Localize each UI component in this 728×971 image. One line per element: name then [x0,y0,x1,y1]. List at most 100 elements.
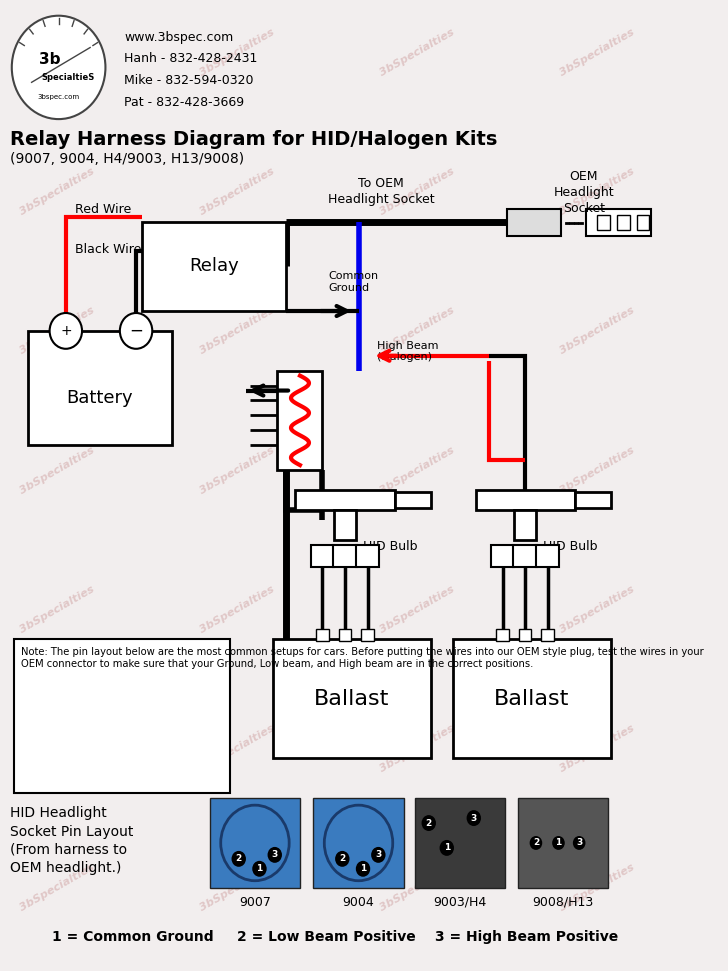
FancyBboxPatch shape [586,209,652,236]
FancyBboxPatch shape [356,545,379,566]
Text: 2 = Low Beam Positive: 2 = Low Beam Positive [237,930,416,945]
Text: 3bSpecialties: 3bSpecialties [198,445,276,495]
Text: Note: The pin layout below are the most common setups for cars. Before putting t: Note: The pin layout below are the most … [21,647,703,669]
Circle shape [335,851,349,867]
Text: −: − [129,322,143,340]
Text: 1: 1 [443,844,450,853]
FancyBboxPatch shape [453,639,611,758]
Text: 3bSpecialties: 3bSpecialties [198,862,276,913]
FancyBboxPatch shape [617,215,630,230]
Circle shape [552,836,565,850]
Text: 3bspec.com: 3bspec.com [38,94,79,100]
FancyBboxPatch shape [637,215,649,230]
Text: Mike - 832-594-0320: Mike - 832-594-0320 [124,75,254,87]
Circle shape [422,815,436,831]
Text: Battery: Battery [67,389,133,407]
FancyBboxPatch shape [339,629,352,641]
Text: www.3bspec.com: www.3bspec.com [124,31,234,44]
Text: 9003/H4: 9003/H4 [434,895,487,909]
Circle shape [371,847,386,863]
Text: High Beam
(Halogen): High Beam (Halogen) [376,341,438,362]
Text: 3bSpecialties: 3bSpecialties [558,166,636,218]
Text: 3 = High Beam Positive: 3 = High Beam Positive [435,930,618,945]
Text: 3bSpecialties: 3bSpecialties [378,27,456,78]
Text: (9007, 9004, H4/9003, H13/9008): (9007, 9004, H4/9003, H13/9008) [10,151,244,166]
Text: 3bSpecialties: 3bSpecialties [558,723,636,774]
FancyBboxPatch shape [143,221,287,311]
Circle shape [573,836,585,850]
FancyBboxPatch shape [542,629,554,641]
FancyBboxPatch shape [14,639,230,793]
Text: HID Headlight
Socket Pin Layout
(From harness to
OEM headlight.): HID Headlight Socket Pin Layout (From ha… [10,806,133,875]
Text: 3bSpecialties: 3bSpecialties [198,306,276,356]
FancyBboxPatch shape [296,490,395,510]
FancyBboxPatch shape [314,798,403,887]
FancyBboxPatch shape [395,492,430,508]
Circle shape [268,847,282,863]
Text: Ballast: Ballast [314,688,389,709]
FancyBboxPatch shape [519,629,531,641]
Text: Hanh - 832-428-2431: Hanh - 832-428-2431 [124,52,258,65]
Circle shape [530,836,542,850]
Text: HID Bulb: HID Bulb [363,540,418,552]
FancyBboxPatch shape [316,629,329,641]
Text: 3bSpecialties: 3bSpecialties [558,27,636,78]
FancyBboxPatch shape [536,545,559,566]
Circle shape [252,861,266,877]
Text: 3bSpecialties: 3bSpecialties [558,445,636,495]
FancyBboxPatch shape [496,629,509,641]
FancyBboxPatch shape [514,510,536,540]
Text: 3bSpecialties: 3bSpecialties [198,723,276,774]
Text: 3bSpecialties: 3bSpecialties [378,723,456,774]
Circle shape [12,16,106,119]
Text: 3: 3 [272,851,278,859]
Text: +: + [60,324,71,338]
Text: Common
Ground: Common Ground [329,271,379,293]
Text: 1 = Common Ground: 1 = Common Ground [52,930,214,945]
Text: 3bSpecialties: 3bSpecialties [17,166,96,218]
Text: 3: 3 [576,838,582,848]
Text: 3b: 3b [39,52,60,67]
Text: Relay Harness Diagram for HID/Halogen Kits: Relay Harness Diagram for HID/Halogen Ki… [10,130,497,149]
Text: 9008/H13: 9008/H13 [532,895,593,909]
Text: 3bSpecialties: 3bSpecialties [558,306,636,356]
Text: 3bSpecialties: 3bSpecialties [198,584,276,635]
Text: 1: 1 [360,864,366,873]
Text: 9004: 9004 [343,895,374,909]
FancyBboxPatch shape [475,490,574,510]
Text: Red Wire: Red Wire [75,203,131,217]
Text: 3bSpecialties: 3bSpecialties [378,862,456,913]
Text: 3bSpecialties: 3bSpecialties [17,306,96,356]
Text: 3bSpecialties: 3bSpecialties [378,166,456,218]
Circle shape [440,840,454,855]
FancyBboxPatch shape [491,545,514,566]
Circle shape [356,861,371,877]
Text: OEM
Headlight
Socket: OEM Headlight Socket [553,170,614,215]
FancyBboxPatch shape [361,629,374,641]
Text: 3bSpecialties: 3bSpecialties [558,862,636,913]
Circle shape [232,851,246,867]
Text: 3bSpecialties: 3bSpecialties [378,584,456,635]
Text: 3bSpecialties: 3bSpecialties [17,584,96,635]
Text: Pat - 832-428-3669: Pat - 832-428-3669 [124,96,245,110]
FancyBboxPatch shape [277,371,323,470]
Text: 3bSpecialties: 3bSpecialties [378,306,456,356]
FancyBboxPatch shape [28,331,172,446]
Text: 2: 2 [533,838,539,848]
Text: 2: 2 [236,854,242,863]
FancyBboxPatch shape [513,545,537,566]
Text: Ballast: Ballast [494,688,569,709]
Text: 3bSpecialties: 3bSpecialties [17,723,96,774]
Text: HID Bulb: HID Bulb [543,540,598,552]
Circle shape [324,805,392,881]
FancyBboxPatch shape [574,492,611,508]
Circle shape [120,313,152,349]
Text: To OEM
Headlight Socket: To OEM Headlight Socket [328,177,435,206]
FancyBboxPatch shape [273,639,430,758]
Text: 3: 3 [375,851,381,859]
Text: Relay: Relay [189,257,240,275]
FancyBboxPatch shape [311,545,334,566]
FancyBboxPatch shape [415,798,505,887]
Text: 9007: 9007 [239,895,271,909]
Text: 3bSpecialties: 3bSpecialties [17,862,96,913]
